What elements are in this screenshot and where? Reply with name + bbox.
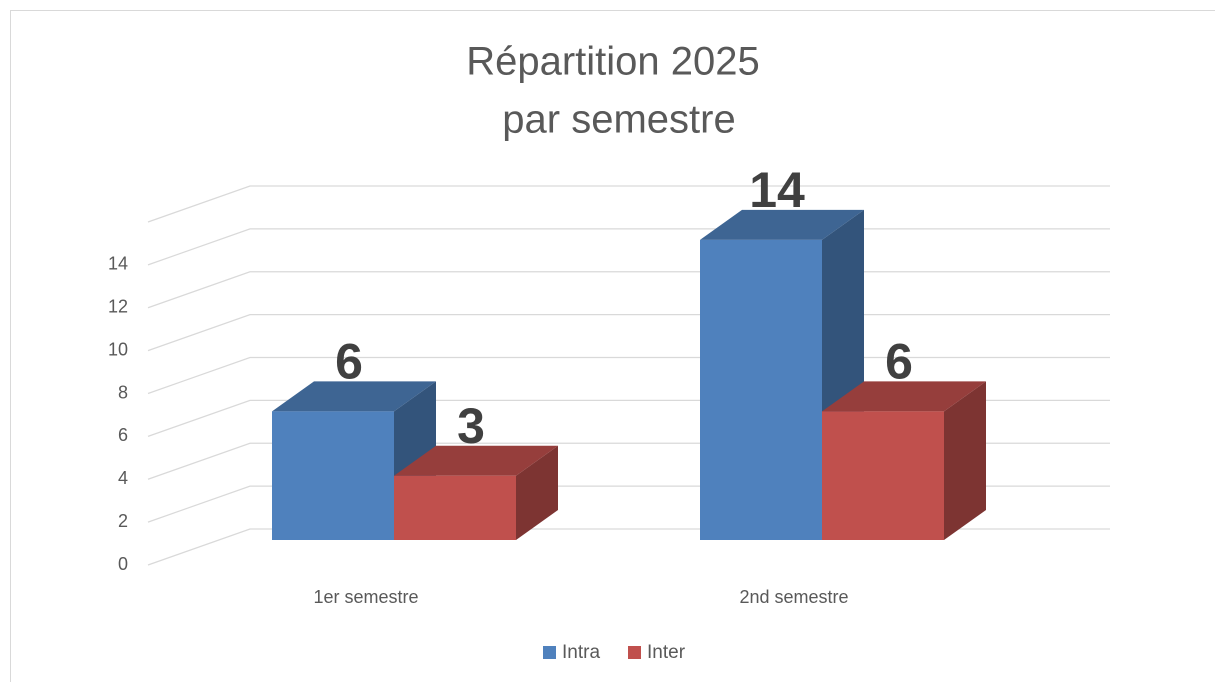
y-tick-label: 14 <box>108 254 128 274</box>
grid-frame <box>147 185 1110 223</box>
chart-frame <box>10 10 1215 682</box>
bar-front <box>272 411 394 540</box>
bar-top <box>700 209 864 240</box>
bar <box>822 381 986 540</box>
bar <box>394 445 558 540</box>
grid-line <box>147 314 1110 352</box>
bar-top <box>394 445 558 476</box>
y-tick-label: 8 <box>118 382 128 402</box>
bar-top <box>272 381 436 412</box>
data-label: 14 <box>749 162 805 218</box>
y-tick-label: 2 <box>118 511 128 531</box>
bar-front <box>822 411 944 540</box>
bar <box>272 381 436 540</box>
y-tick-label: 10 <box>108 339 128 359</box>
grid-line <box>147 271 1110 309</box>
bar-side <box>516 445 558 540</box>
y-tick-label: 4 <box>118 468 128 488</box>
x-tick-label: 2nd semestre <box>739 587 848 607</box>
bar-side <box>944 381 986 540</box>
x-tick-label: 1er semestre <box>313 587 418 607</box>
bar-front <box>700 239 822 540</box>
data-label: 6 <box>885 334 913 390</box>
legend-label: Intra <box>562 642 600 663</box>
chart-title: Répartition 2025 <box>466 40 760 84</box>
legend-label: Inter <box>647 642 686 663</box>
legend-swatch <box>628 646 641 659</box>
bar-front <box>394 475 516 540</box>
data-label: 6 <box>335 334 363 390</box>
legend-swatch <box>543 646 556 659</box>
y-tick-label: 0 <box>118 554 128 574</box>
bar-top <box>822 381 986 412</box>
grid-line <box>147 228 1110 266</box>
data-label: 3 <box>457 398 485 454</box>
y-tick-label: 6 <box>118 425 128 445</box>
y-tick-label: 12 <box>108 297 128 317</box>
chart-title: par semestre <box>502 98 735 142</box>
